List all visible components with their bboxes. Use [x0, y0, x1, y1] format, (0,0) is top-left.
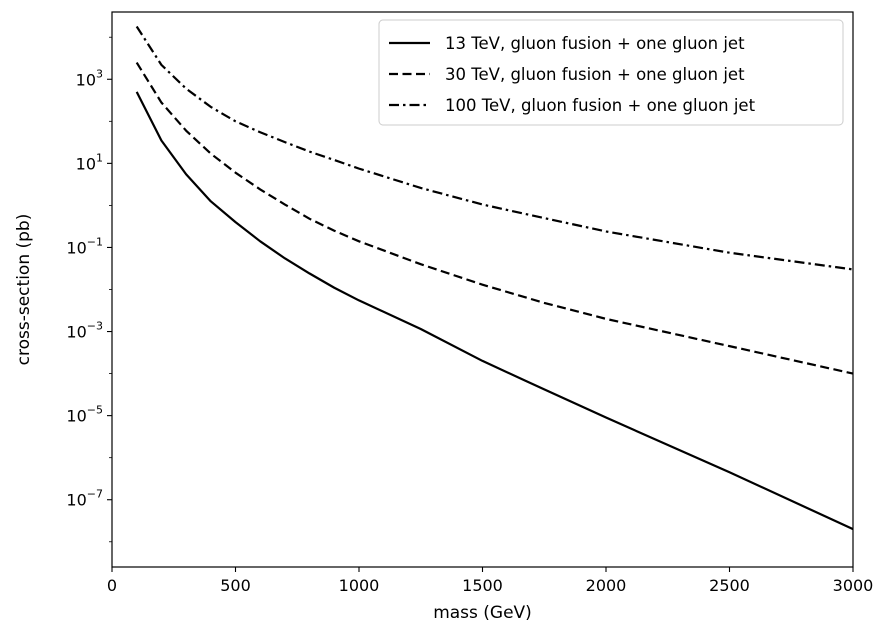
legend-label: 30 TeV, gluon fusion + one gluon jet — [445, 65, 745, 84]
y-tick-label: 101 — [76, 151, 103, 173]
x-tick-label: 1500 — [462, 576, 503, 595]
y-tick-label: 10−5 — [66, 404, 103, 426]
x-tick-label: 2500 — [709, 576, 750, 595]
x-tick-label: 500 — [220, 576, 251, 595]
y-tick-label: 10−3 — [66, 320, 103, 342]
x-tick-label: 3000 — [833, 576, 874, 595]
legend-box — [378, 19, 844, 126]
series-line-1 — [135, 91, 854, 531]
series-line-3 — [135, 25, 854, 271]
y-tick-label: 10−7 — [66, 488, 103, 510]
x-tick-label: 0 — [107, 576, 117, 595]
x-tick-label: 1000 — [339, 576, 380, 595]
y-axis: 10−7 10−5 10−3 10−1 101 103 — [66, 36, 112, 543]
y-tick-label: 103 — [76, 67, 103, 89]
axes-frame — [111, 11, 854, 568]
series-line-2 — [135, 61, 854, 375]
series-layer — [135, 25, 854, 531]
legend-label: 13 TeV, gluon fusion + one gluon jet — [445, 34, 745, 53]
y-tick-label: 10−1 — [66, 235, 103, 257]
y-axis-label: cross-section (pb) — [14, 214, 34, 366]
legend-label: 100 TeV, gluon fusion + one gluon jet — [445, 96, 756, 115]
legend: 13 TeV, gluon fusion + one gluon jet 30 T… — [378, 19, 844, 126]
x-axis-label: mass (GeV) — [433, 603, 532, 623]
x-tick-label: 2000 — [586, 576, 627, 595]
x-axis: 0 500 1000 1500 2000 2500 3000 — [107, 567, 873, 595]
